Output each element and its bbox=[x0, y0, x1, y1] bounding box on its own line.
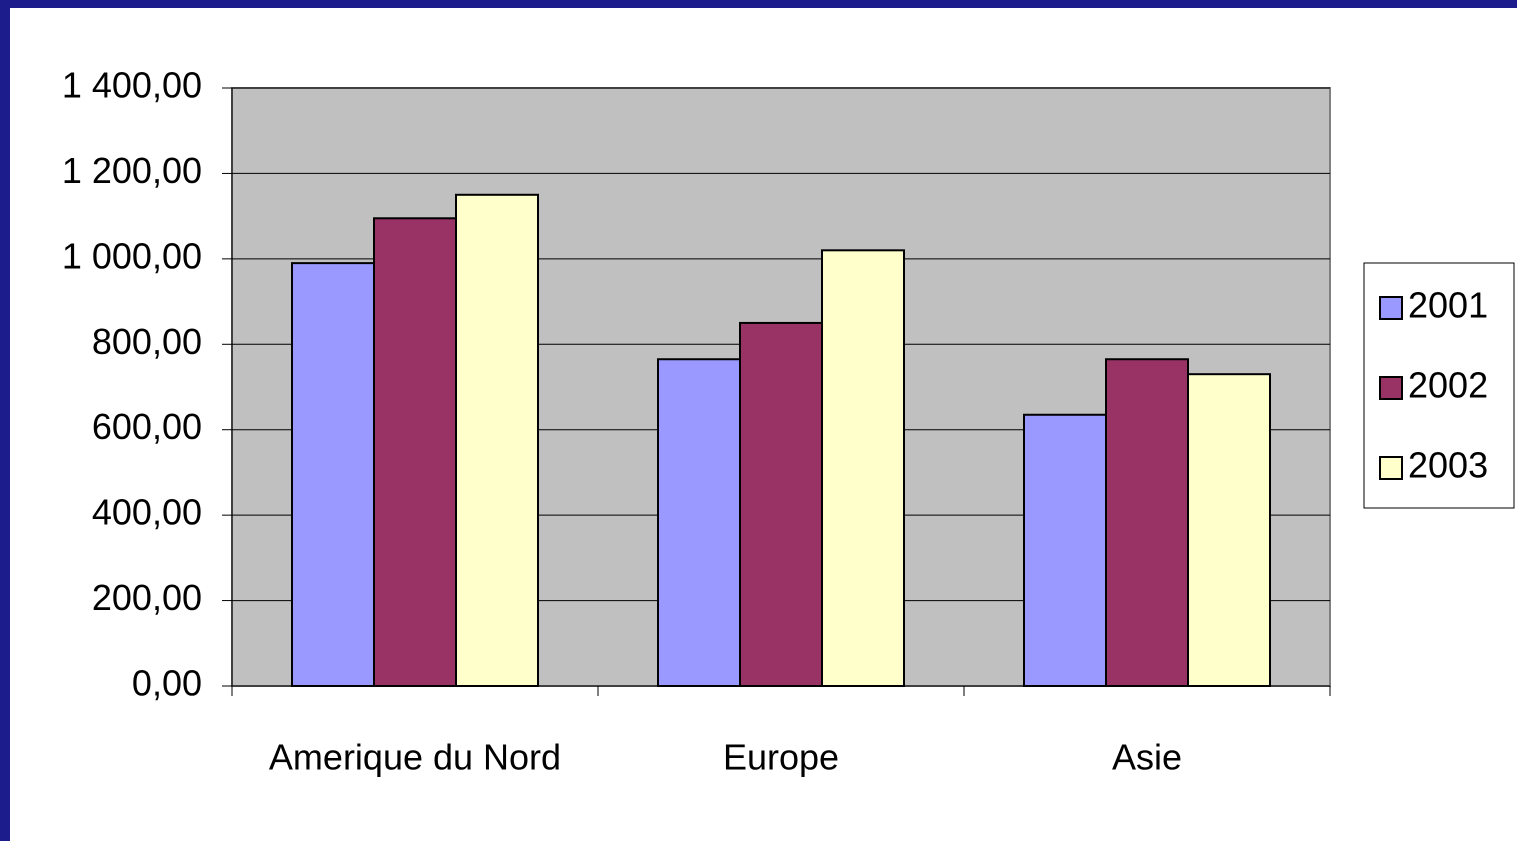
y-tick-label: 800,00 bbox=[92, 321, 202, 362]
legend-swatch bbox=[1379, 456, 1403, 480]
legend-label: 2002 bbox=[1408, 365, 1488, 406]
y-tick-label: 1 200,00 bbox=[62, 150, 202, 191]
legend-label: 2003 bbox=[1408, 445, 1488, 486]
y-tick-label: 600,00 bbox=[92, 406, 202, 447]
bar bbox=[821, 249, 905, 687]
bar bbox=[657, 358, 741, 687]
y-tick-label: 200,00 bbox=[92, 577, 202, 618]
bar bbox=[1105, 358, 1189, 687]
x-tick-label: Amerique du Nord bbox=[269, 737, 561, 778]
chart: 0,00 200,00 400,00 600,00 800,00 1 000,00 1 20… bbox=[10, 8, 1517, 841]
legend-swatch bbox=[1379, 376, 1403, 400]
y-tick-label: 0,00 bbox=[132, 663, 202, 704]
y-tick-label: 1 400,00 bbox=[62, 65, 202, 106]
bar bbox=[1023, 413, 1107, 687]
bar bbox=[455, 193, 539, 688]
x-tick-label: Asie bbox=[1112, 737, 1182, 778]
y-tick-label: 400,00 bbox=[92, 492, 202, 533]
bar bbox=[373, 217, 457, 687]
x-tick-label: Europe bbox=[723, 737, 839, 778]
y-tick-label: 1 000,00 bbox=[62, 235, 202, 276]
bar bbox=[291, 262, 375, 687]
legend-label: 2001 bbox=[1408, 285, 1488, 326]
legend-swatch bbox=[1379, 296, 1403, 320]
bar bbox=[739, 321, 823, 687]
bar bbox=[1187, 373, 1271, 687]
